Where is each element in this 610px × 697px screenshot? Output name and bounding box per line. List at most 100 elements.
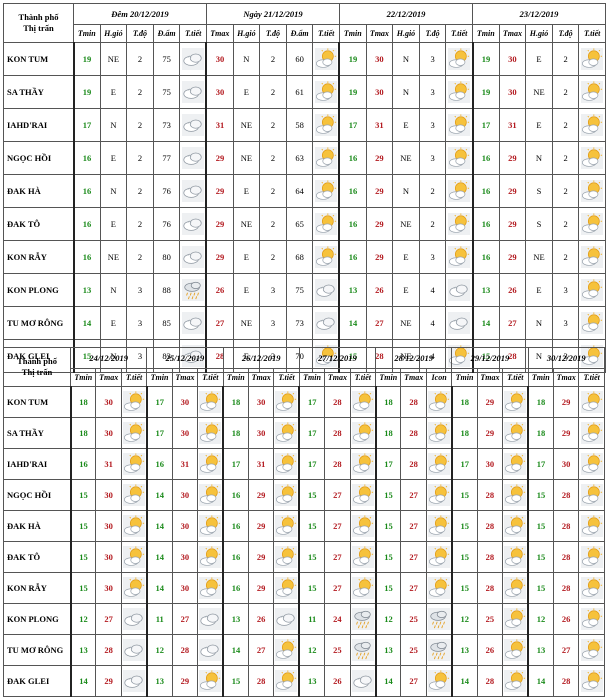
weather-cell <box>273 386 300 418</box>
cloud-icon <box>122 639 145 661</box>
wind-direction: S <box>525 207 553 241</box>
humidity: 85 <box>152 306 181 340</box>
suncloud-icon <box>580 670 603 692</box>
tmax-value: 25 <box>324 634 351 666</box>
weather-cell <box>445 273 473 307</box>
table-row: SA THẦY 18 30 17 30 18 30 17 28 18 28 18 29 18 29 <box>2 417 605 449</box>
tmax-value: 29 <box>365 141 394 175</box>
weather-cell <box>349 603 377 635</box>
weather-cell <box>578 541 605 573</box>
tmin-value: 17 <box>145 386 173 418</box>
tmin-value: 12 <box>450 603 478 635</box>
column-header: Tmax <box>498 24 527 43</box>
wind-level: 3 <box>126 306 154 340</box>
humidity: 68 <box>285 240 314 274</box>
suncloud-icon <box>122 422 145 444</box>
weather-cell <box>425 417 453 449</box>
group-header: 23/12/2019 <box>471 3 607 25</box>
tmin-value: 18 <box>69 417 97 449</box>
weather-cell <box>502 386 529 418</box>
tmax-value: 28 <box>400 417 427 449</box>
tmax-value: 26 <box>476 634 504 666</box>
city-header: Thành phố Thị trấn <box>2 347 72 387</box>
humidity: 73 <box>285 306 314 340</box>
tmin-value: 16 <box>222 572 249 604</box>
tmin-value: 14 <box>222 634 249 666</box>
tmin-value: 16 <box>338 207 367 241</box>
suncloud-icon <box>581 213 604 235</box>
column-header: Icon <box>425 368 453 387</box>
tmax-value: 30 <box>498 75 527 109</box>
tmin-value: 13 <box>450 634 478 666</box>
weather-cell <box>349 386 377 418</box>
weather-cell <box>179 240 207 274</box>
wind-direction: E <box>232 273 261 307</box>
wind-level: 3 <box>418 141 447 175</box>
weather-cell <box>197 541 224 573</box>
city-name: TU MƠ RÔNG <box>2 634 72 666</box>
city-name: IAHD'RAI <box>2 448 72 480</box>
tmin-value: 16 <box>222 510 249 542</box>
weather-cell <box>312 174 340 208</box>
suncloud-icon <box>275 484 298 506</box>
weather-cell <box>578 174 607 208</box>
column-header: T.tiết <box>273 368 300 387</box>
tmax-value: 29 <box>205 207 234 241</box>
tmax-value: 30 <box>205 75 234 109</box>
cloud-icon <box>181 147 204 169</box>
tmax-value: 31 <box>365 108 394 142</box>
weather-cell <box>197 603 224 635</box>
weather-cell <box>120 448 148 480</box>
column-header: T.tiết <box>578 24 607 43</box>
wind-direction: NE <box>392 141 420 175</box>
city-name: NGỌC HỒI <box>2 479 72 511</box>
wind-level: 3 <box>551 306 580 340</box>
day-header: 28/12/2019 <box>375 347 453 369</box>
weather-cell <box>120 634 148 666</box>
wind-level: 2 <box>551 141 580 175</box>
tmax-value: 29 <box>552 386 580 418</box>
weather-cell <box>425 541 453 573</box>
wind-direction: E <box>392 240 420 274</box>
city-header-line1: Thành phố <box>18 12 59 22</box>
weather-cell <box>179 108 207 142</box>
wind-direction: NE <box>232 141 261 175</box>
tmax-value: 30 <box>171 572 199 604</box>
table-row: SA THẦY 19 E 2 75 30 E 2 61 19 30 N 3 19 30 NE 2 <box>3 75 607 109</box>
column-header: T.độ <box>259 24 287 43</box>
tmin-value: 14 <box>145 541 173 573</box>
cloud-icon <box>314 312 337 334</box>
humidity: 60 <box>285 42 314 76</box>
weather-cell <box>120 572 148 604</box>
tmax-value: 27 <box>95 603 122 635</box>
tmax-value: 28 <box>324 417 351 449</box>
tmax-value: 27 <box>324 510 351 542</box>
humidity: 65 <box>285 207 314 241</box>
weather-cell <box>445 240 473 274</box>
tmin-value: 12 <box>527 603 554 635</box>
tmax-value: 30 <box>95 386 122 418</box>
suncloud-icon <box>199 453 222 475</box>
column-header: T.tiết <box>197 368 224 387</box>
tmax-value: 30 <box>205 42 234 76</box>
suncloud-icon <box>581 312 604 334</box>
tmin-value: 17 <box>450 448 478 480</box>
suncloud-icon <box>427 453 450 475</box>
tmax-value: 27 <box>400 572 427 604</box>
weather-cell <box>578 479 605 511</box>
suncloud-icon <box>122 391 145 413</box>
tmin-value: 17 <box>471 108 500 142</box>
suncloud-icon <box>199 577 222 599</box>
wind-direction: N <box>232 42 261 76</box>
tmin-value: 18 <box>374 417 402 449</box>
column-header: Đ.ẩm <box>152 24 181 43</box>
suncloud-icon <box>580 546 603 568</box>
weather-cell <box>578 75 607 109</box>
weather-cell <box>312 141 340 175</box>
city-name: ĐAK HÀ <box>3 174 74 208</box>
tmax-value: 27 <box>324 479 351 511</box>
wind-direction: N <box>392 174 420 208</box>
tmin-value: 15 <box>374 541 402 573</box>
tmax-value: 29 <box>95 665 122 697</box>
suncloud-icon <box>504 639 527 661</box>
